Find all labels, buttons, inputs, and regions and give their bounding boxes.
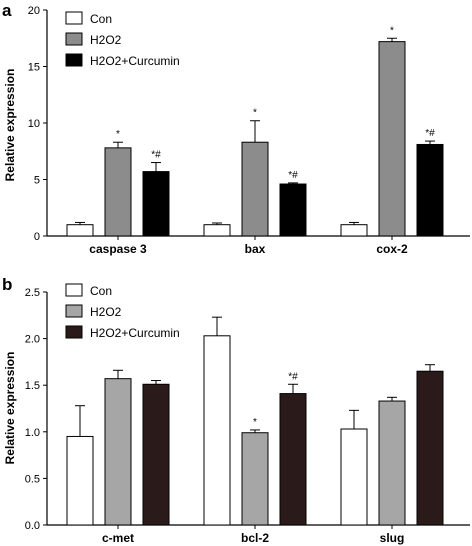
panel-b-bar-h2o2-curcumin xyxy=(142,383,170,526)
panel-b-ytick-label: 0.0 xyxy=(25,520,40,532)
panel-b-letter: b xyxy=(2,275,12,294)
panel-b-legend-label: H2O2+Curcumin xyxy=(90,326,180,340)
panel-b-bar-con xyxy=(340,428,368,526)
panel-a-significance-label: * xyxy=(390,25,394,36)
panel-a-bar-h2o2 xyxy=(241,141,269,237)
panel-b-legend-swatch xyxy=(65,283,83,297)
panel-b-significance-label: *# xyxy=(288,371,298,382)
panel-a-ytick-label: 15 xyxy=(28,62,40,74)
panel-b-bar-h2o2 xyxy=(104,378,132,526)
panel-b-ytick-label: 0.5 xyxy=(25,473,40,485)
panel-a-ylabel: Relative expression xyxy=(3,69,17,182)
panel-b-bar-h2o2 xyxy=(241,432,269,526)
panel-b-bar-h2o2-curcumin xyxy=(416,370,444,526)
panel-a-legend-label: Con xyxy=(90,12,112,26)
panel-a-bar-h2o2 xyxy=(378,41,406,237)
panel-a-bar-h2o2-curcumin xyxy=(142,171,170,237)
panel-b-xtick-label: c-met xyxy=(102,531,134,545)
panel-a-bar-h2o2-curcumin xyxy=(416,143,444,237)
panel-a-bar-h2o2 xyxy=(104,147,132,237)
panel-a-ytick-label: 20 xyxy=(28,5,40,17)
panel-a-legend-swatch xyxy=(65,53,83,67)
panel-a-significance-label: *# xyxy=(425,128,435,139)
panel-a-bar-con xyxy=(340,224,368,237)
panel-b-legend-label: H2O2 xyxy=(90,305,122,319)
panel-b-ytick-label: 1.0 xyxy=(25,427,40,439)
panel-a-significance-label: * xyxy=(116,129,120,140)
panel-a-plot: 0 5 10 15 20 caspase 3 * *# bax * *# cox-2 * *# Con H2O… xyxy=(28,5,470,256)
panel-a-letter: a xyxy=(2,1,12,20)
panel-b-legend-label: Con xyxy=(90,284,112,298)
panel-a-legend-swatch xyxy=(65,11,83,25)
panel-a-ytick-label: 10 xyxy=(28,118,40,130)
panel-a-xtick-label: bax xyxy=(245,242,266,256)
panel-a-xtick-label: cox-2 xyxy=(376,242,408,256)
panel-a-ytick-label: 0 xyxy=(34,231,40,243)
panel-a-legend-label: H2O2+Curcumin xyxy=(90,54,180,68)
panel-b-legend-swatch xyxy=(65,325,83,339)
panel-b-plot: 0.0 0.5 1.0 1.5 2.0 2.5 c-met bcl-2 * *# slug Con H2… xyxy=(25,283,470,545)
panel-a-bar-con xyxy=(66,224,94,237)
panel-b-bar-h2o2 xyxy=(378,400,406,526)
panel-b-bar-h2o2-curcumin xyxy=(279,393,307,526)
panel-b-xtick-label: slug xyxy=(380,531,405,545)
panel-a-bar-con xyxy=(203,224,231,237)
panel-b-significance-label: * xyxy=(253,417,257,428)
panel-a-legend-label: H2O2 xyxy=(90,33,122,47)
panel-a-bar-h2o2-curcumin xyxy=(279,183,307,237)
panel-b-xtick-label: bcl-2 xyxy=(241,531,269,545)
panel-a-significance-label: * xyxy=(253,108,257,119)
panel-a-legend-swatch xyxy=(65,32,83,46)
panel-b-ytick-label: 2.0 xyxy=(25,334,40,346)
panel-b-ytick-label: 1.5 xyxy=(25,380,40,392)
panel-b-bar-con xyxy=(66,435,94,526)
panel-a-significance-label: *# xyxy=(288,170,298,181)
panel-a-ytick-label: 5 xyxy=(34,175,40,187)
panel-b-ylabel: Relative expression xyxy=(3,352,17,465)
panel-b-ytick-label: 2.5 xyxy=(25,287,40,299)
panel-b-legend-swatch xyxy=(65,304,83,318)
panel-b-bar-con xyxy=(203,335,231,526)
panel-a-significance-label: *# xyxy=(151,150,161,161)
panel-a-xtick-label: caspase 3 xyxy=(89,242,147,256)
